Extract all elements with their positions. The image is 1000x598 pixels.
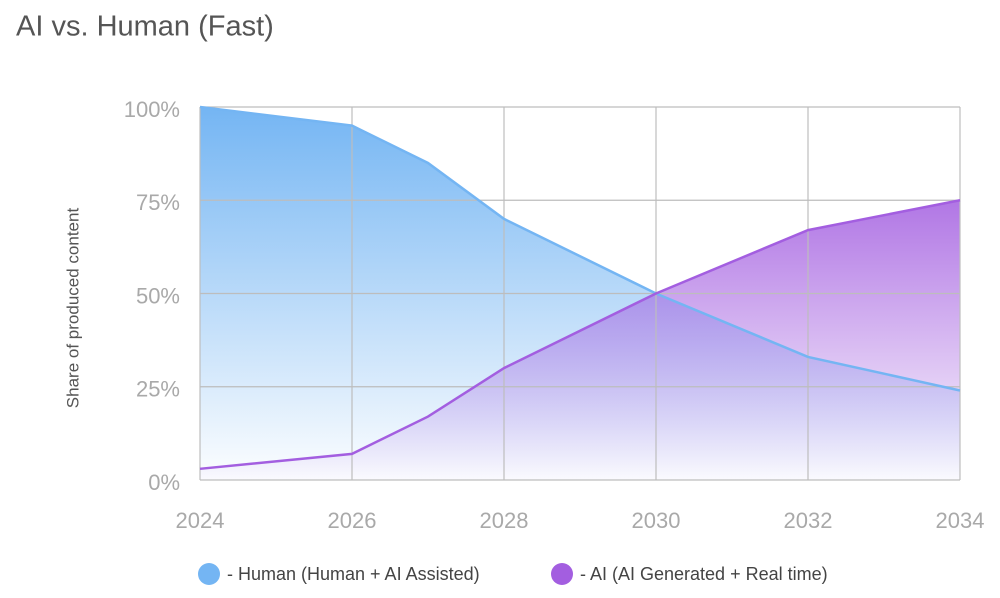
- x-tick-label: 2030: [632, 508, 681, 533]
- x-tick-label: 2034: [936, 508, 985, 533]
- legend-marker: [198, 563, 220, 585]
- x-tick-label: 2028: [480, 508, 529, 533]
- y-tick-label: 25%: [136, 377, 180, 402]
- area: [200, 200, 960, 480]
- x-tick-label: 2026: [328, 508, 377, 533]
- y-tick-label: 0%: [148, 470, 180, 495]
- legend-label: - AI (AI Generated + Real time): [580, 564, 828, 584]
- chart-title: AI vs. Human (Fast): [16, 11, 274, 43]
- x-tick-label: 2032: [784, 508, 833, 533]
- x-tick-label: 2024: [176, 508, 225, 533]
- line: [199, 199, 961, 471]
- y-tick-label: 50%: [136, 283, 180, 308]
- y-tick-label: 100%: [124, 97, 180, 122]
- line: [199, 105, 961, 392]
- y-tick-label: 75%: [136, 190, 180, 215]
- legend-label: - Human (Human + AI Assisted): [227, 564, 480, 584]
- y-axis-label: Share of produced content: [63, 208, 82, 409]
- legend-marker: [551, 563, 573, 585]
